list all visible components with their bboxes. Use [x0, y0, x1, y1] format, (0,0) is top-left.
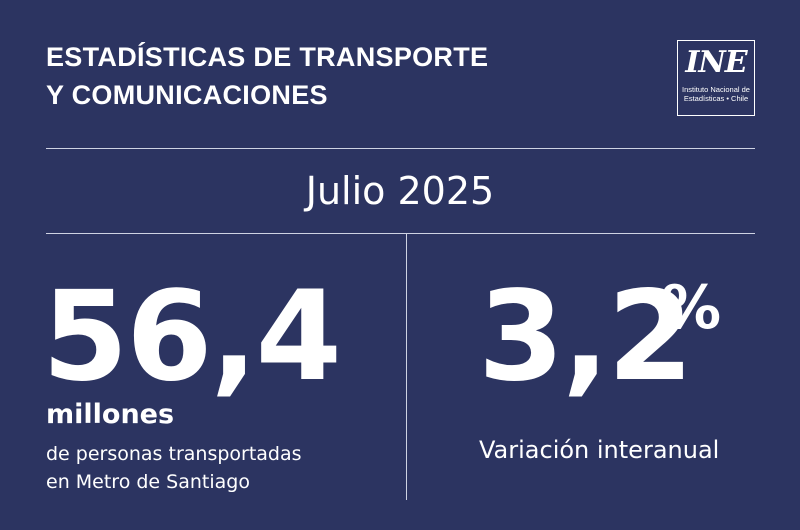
divider-vertical: [406, 234, 407, 500]
ine-logo-text: Instituto Nacional de Estadísticas • Chi…: [680, 85, 752, 103]
period-label: Julio 2025: [305, 169, 495, 213]
passengers-unit: millones: [46, 399, 175, 430]
page-title: ESTADÍSTICAS DE TRANSPORTE Y COMUNICACIO…: [46, 38, 488, 114]
page-title-line-1: ESTADÍSTICAS DE TRANSPORTE: [46, 42, 489, 72]
ine-logo-text-line-2: Estadísticas • Chile: [683, 94, 749, 103]
ine-logo-mark: INE: [685, 45, 747, 80]
page-title-line-2: Y COMUNICACIONES: [46, 80, 328, 110]
percent-sign: %: [661, 273, 722, 343]
passengers-description-line-2: en Metro de Santiago: [46, 471, 250, 493]
passengers-description-line-1: de personas transportadas: [46, 443, 302, 465]
variation-label: Variación interanual: [479, 436, 720, 464]
passengers-value: 56,4: [42, 265, 342, 409]
passengers-description: de personas transportadas en Metro de Sa…: [46, 440, 302, 496]
ine-logo-text-line-1: Instituto Nacional de: [682, 85, 750, 94]
divider-middle: [46, 233, 755, 234]
variation-value: 3,2: [478, 265, 694, 409]
divider-top: [46, 148, 755, 149]
ine-logo: INE Instituto Nacional de Estadísticas •…: [677, 40, 755, 116]
